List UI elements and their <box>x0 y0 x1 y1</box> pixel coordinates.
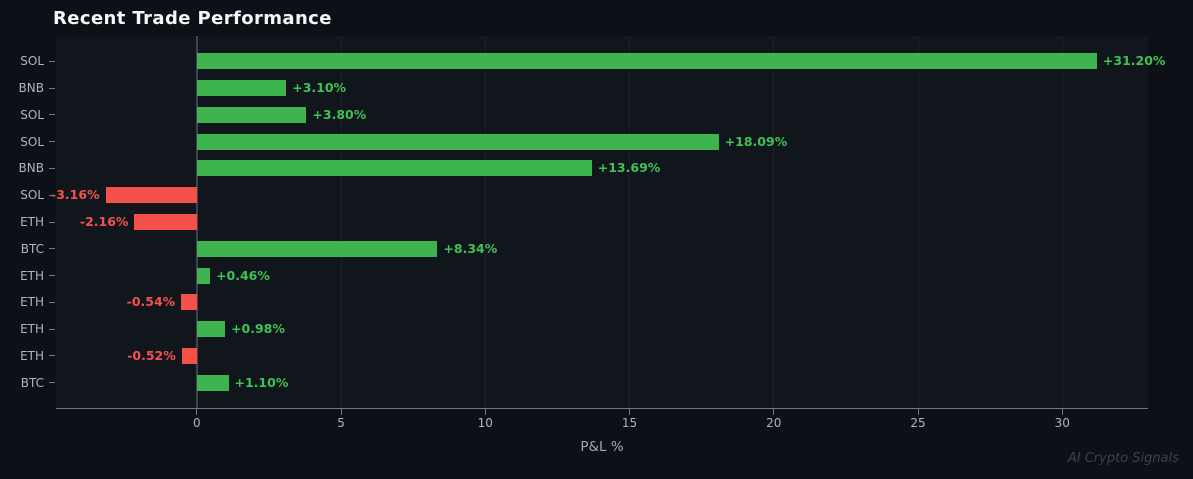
bar-value-label: -0.52% <box>127 347 176 363</box>
category-label: ETH <box>20 215 44 229</box>
bar-value-label: +31.20% <box>1102 53 1166 69</box>
x-tick-label: 20 <box>766 416 782 430</box>
bar <box>134 214 197 230</box>
zero-line <box>195 36 198 408</box>
bar-value-label: +1.10% <box>234 374 289 390</box>
chart-title: Recent Trade Performance <box>53 8 332 29</box>
bar <box>196 133 719 150</box>
bar <box>196 321 226 338</box>
category-label: SOL <box>20 54 44 69</box>
y-tick <box>49 194 55 196</box>
y-tick <box>49 60 55 62</box>
category-label: SOL <box>20 188 44 203</box>
category-label: BTC <box>20 241 44 256</box>
category-label: SOL <box>20 107 44 122</box>
gridline <box>484 36 486 408</box>
y-tick <box>49 221 55 223</box>
y-tick <box>49 328 55 330</box>
bar-value-label: +8.34% <box>443 240 498 256</box>
bar <box>196 267 211 284</box>
bar-value-label: -0.54% <box>126 294 176 310</box>
category-label: ETH <box>20 322 44 337</box>
bar-value-label: -2.16% <box>79 214 129 229</box>
x-tick <box>773 409 775 415</box>
bar-value-label: +13.69% <box>597 160 661 176</box>
x-tick-label: 0 <box>192 416 201 430</box>
gridline <box>1061 36 1063 408</box>
plot-area <box>56 36 1148 409</box>
bar <box>196 80 287 97</box>
y-tick <box>49 87 55 89</box>
x-tick-label: 5 <box>337 416 345 430</box>
bar <box>196 160 592 177</box>
category-label: BTC <box>20 375 44 390</box>
gridline <box>340 36 342 408</box>
bar-value-label: +18.09% <box>724 133 788 149</box>
category-label: ETH <box>20 268 44 283</box>
x-tick-label: 15 <box>621 416 638 430</box>
bar <box>196 53 1097 70</box>
x-tick <box>340 409 342 415</box>
x-tick <box>1061 409 1063 415</box>
bar <box>181 347 197 364</box>
y-tick <box>49 114 55 116</box>
y-tick <box>49 355 55 357</box>
category-label: ETH <box>20 348 44 363</box>
x-tick <box>484 409 486 415</box>
x-tick <box>629 409 631 415</box>
y-tick <box>49 167 55 169</box>
x-tick-label: 25 <box>910 416 926 430</box>
category-label: SOL <box>20 134 44 149</box>
gridline <box>917 36 919 408</box>
x-tick <box>917 409 919 415</box>
bar-value-label: +3.10% <box>292 80 347 96</box>
bar-value-label: +0.98% <box>231 321 285 337</box>
category-label: BNB <box>18 81 44 96</box>
y-tick <box>49 248 55 250</box>
category-label: BNB <box>18 161 44 176</box>
y-tick <box>49 382 55 384</box>
x-tick-label: 10 <box>477 416 493 430</box>
bar-value-label: +0.46% <box>216 267 270 283</box>
bar <box>105 187 197 204</box>
x-axis-label: P&L % <box>580 439 624 455</box>
watermark: AI Crypto Signals <box>1067 451 1179 466</box>
y-tick <box>49 301 55 303</box>
bar <box>196 106 307 123</box>
x-tick-label: 30 <box>1054 416 1070 430</box>
y-tick <box>49 141 55 143</box>
bar <box>181 294 197 311</box>
bar <box>196 240 438 257</box>
gridline <box>629 36 631 408</box>
bar <box>196 374 229 391</box>
bar-value-label: +3.80% <box>312 106 367 122</box>
bar-value-label: -3.16% <box>51 187 100 203</box>
x-tick <box>196 409 198 415</box>
category-label: ETH <box>20 295 44 310</box>
gridline <box>773 36 775 408</box>
y-tick <box>49 275 55 277</box>
